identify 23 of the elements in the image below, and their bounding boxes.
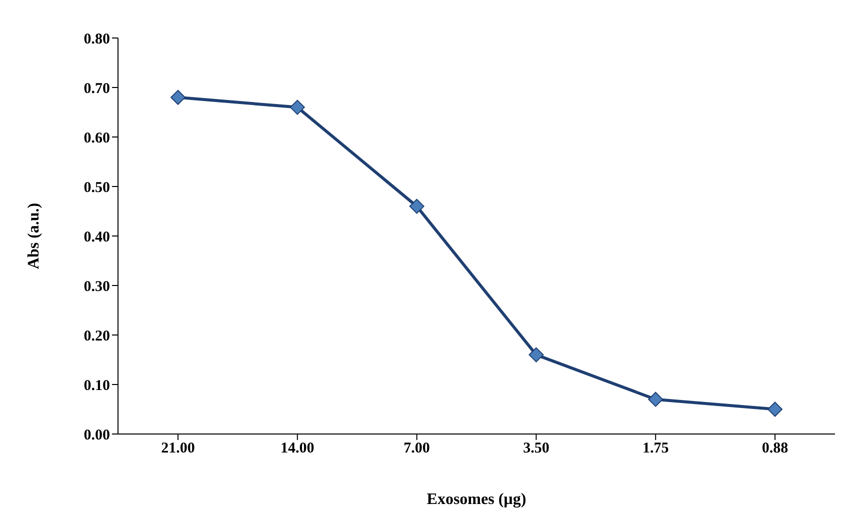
x-tick-label: 14.00 <box>280 440 314 457</box>
x-tick-label: 21.00 <box>161 440 195 457</box>
y-tick-label: 0.50 <box>84 180 110 196</box>
y-tick-label: 0.80 <box>84 31 110 48</box>
y-tick-label: 0.60 <box>84 130 110 146</box>
point <box>170 90 186 105</box>
point <box>409 198 424 214</box>
x-tick-label: 3.50 <box>523 440 550 457</box>
point <box>768 402 782 417</box>
y-tick-label: 0.00 <box>84 427 110 444</box>
y-tick-label: 0.20 <box>84 328 110 344</box>
x-tick-label: 1.75 <box>642 440 669 457</box>
y-axis-title: Abs (a.u.) <box>26 202 43 270</box>
y-tick-label: 0.70 <box>84 80 110 97</box>
point <box>528 347 544 362</box>
y-tick-label: 0.30 <box>84 278 110 295</box>
x-tick-label: 0.88 <box>762 440 788 457</box>
x-tick-label: 7.00 <box>404 440 430 457</box>
y-tick-label: 0.10 <box>84 378 110 394</box>
y-tick-label: 0.40 <box>84 229 110 246</box>
x-axis-title: Exosomes (µg) <box>426 491 526 508</box>
point <box>648 392 664 407</box>
point <box>290 100 305 115</box>
